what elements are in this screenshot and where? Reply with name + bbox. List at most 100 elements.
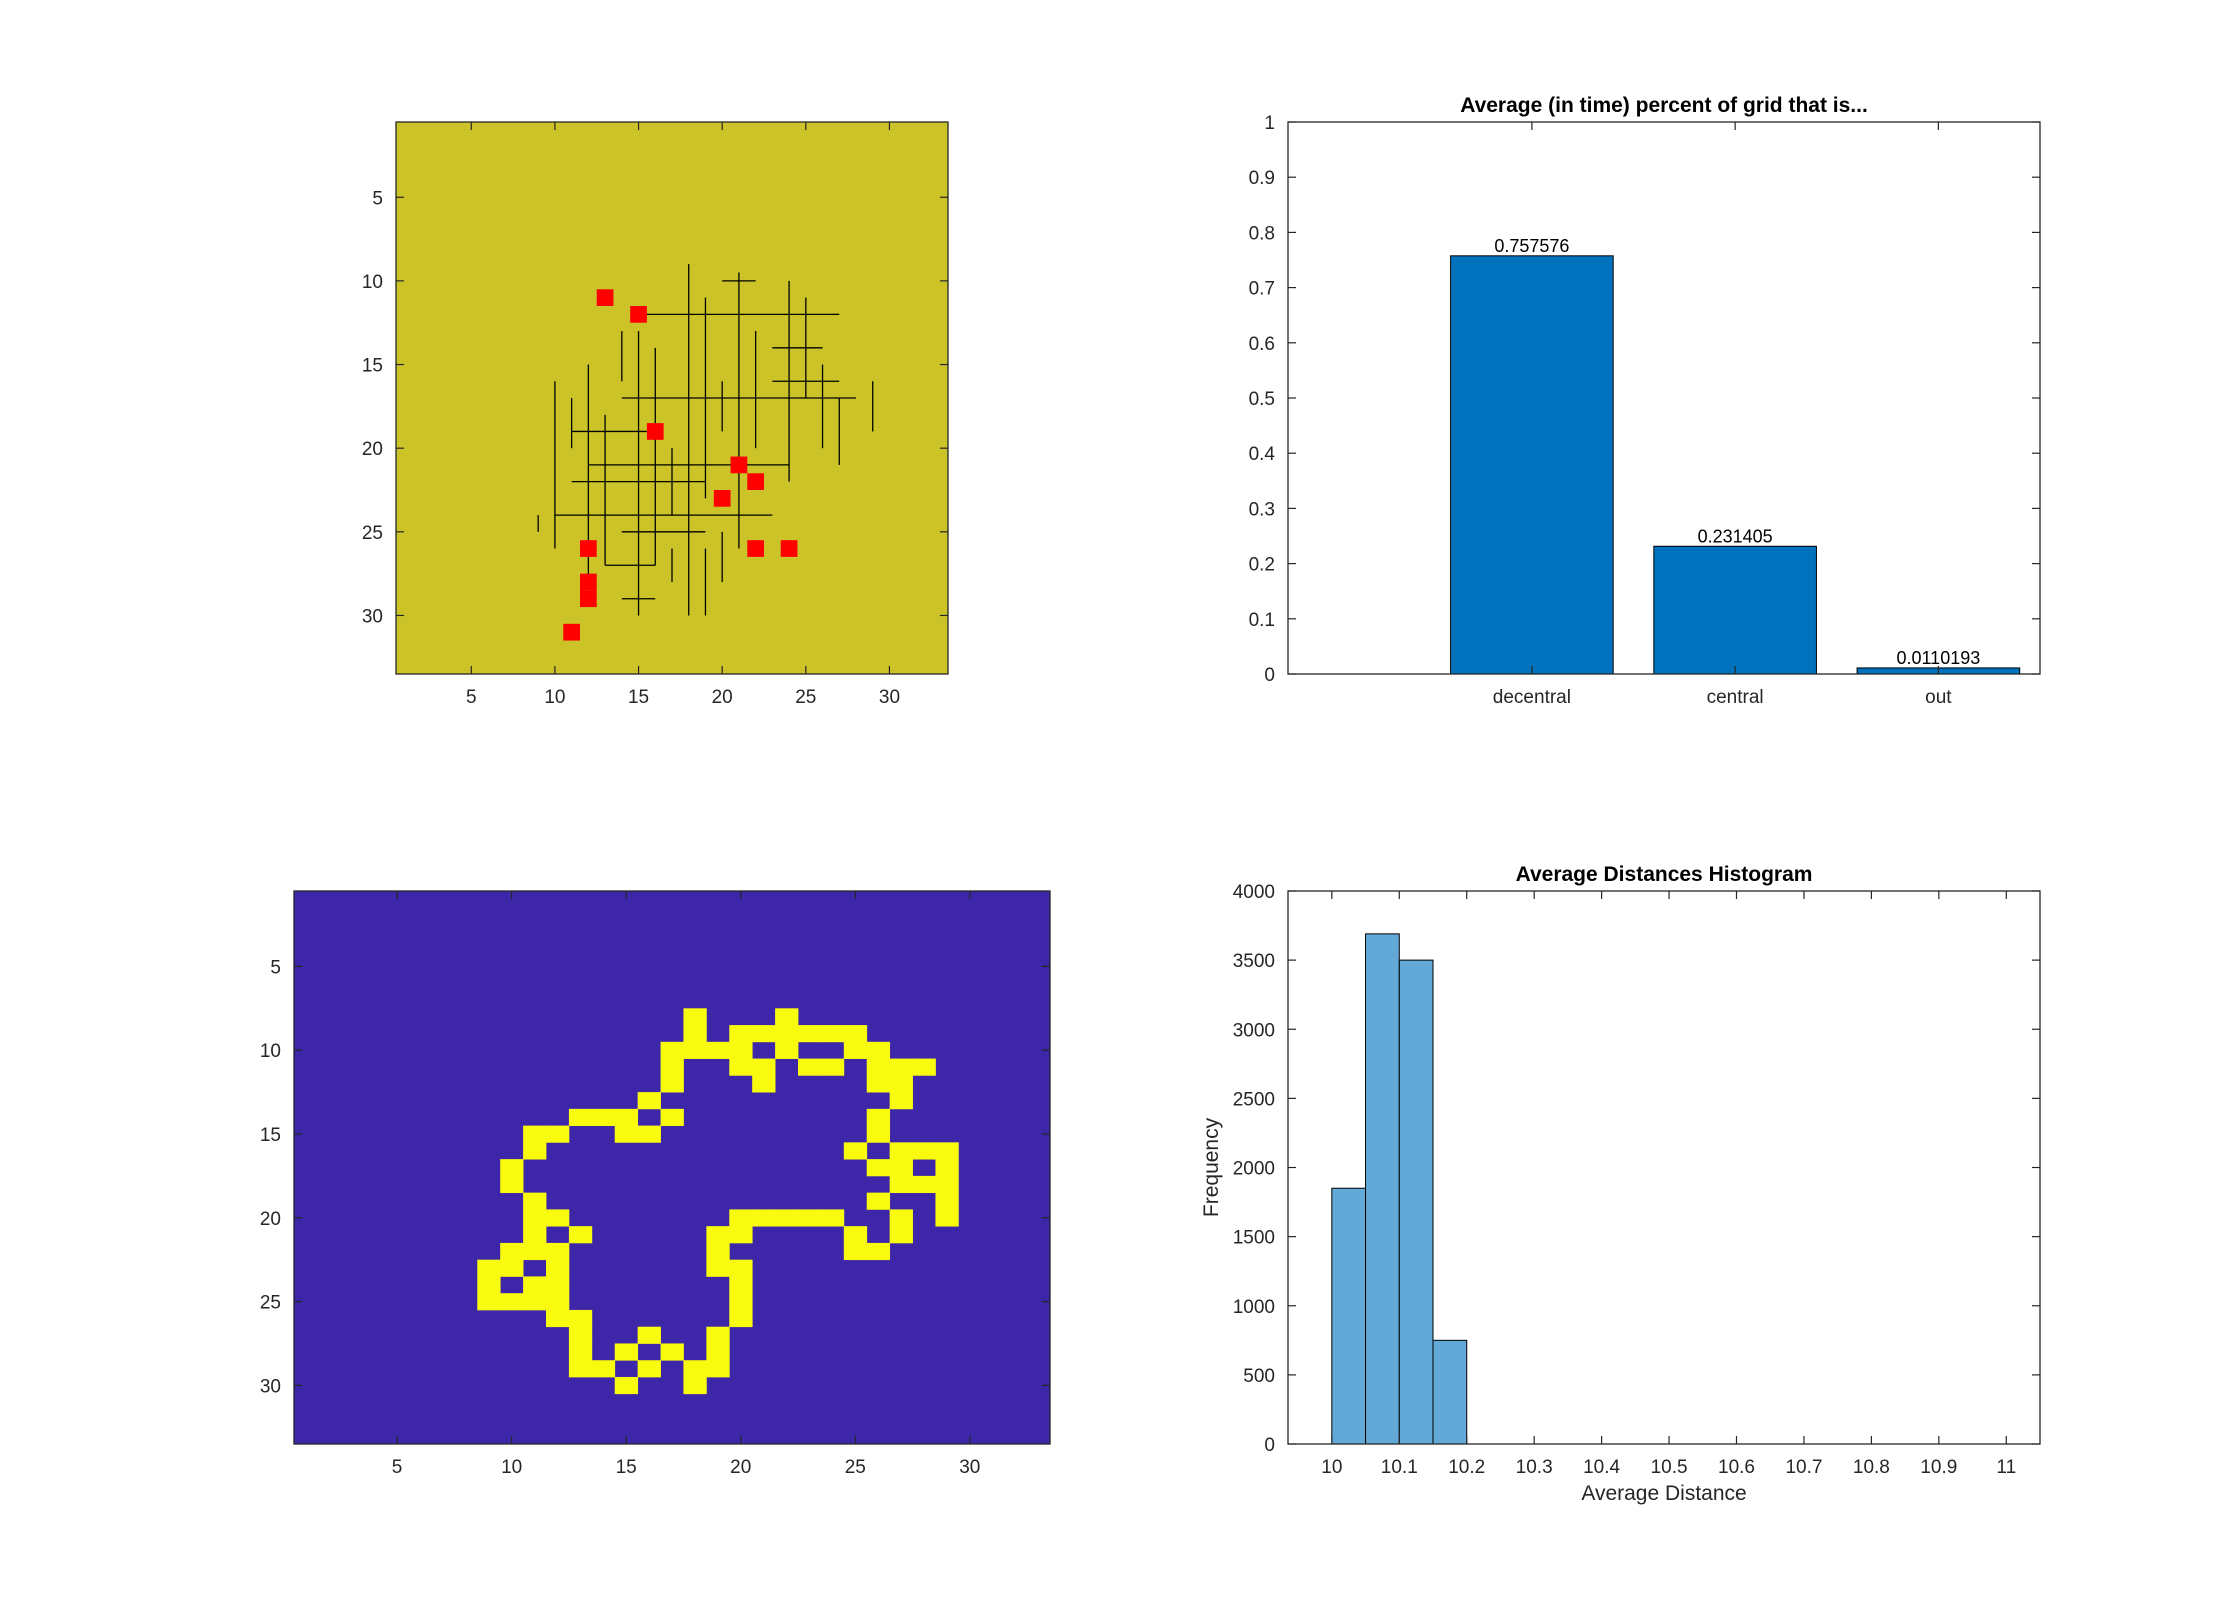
red-cell xyxy=(646,423,664,440)
yellow-cell xyxy=(637,1360,661,1378)
x-tick-label: 10.3 xyxy=(1516,1457,1553,1478)
y-tick-label: 0.7 xyxy=(1249,279,1275,300)
chart-title: Average Distances Histogram xyxy=(1516,863,1813,886)
yellow-cell xyxy=(568,1326,593,1344)
x-tick-label: 10 xyxy=(544,687,565,708)
x-tick-label: 30 xyxy=(879,687,900,708)
axes-ticks: 5 10 15 20 25 30 5 10 15 20 25 30 xyxy=(260,891,1050,1478)
yellow-cell xyxy=(889,1075,913,1093)
yellow-cell xyxy=(935,1142,959,1160)
y-tick-label: 10 xyxy=(362,272,383,293)
yellow-cell xyxy=(775,1025,799,1043)
yellow-cell xyxy=(820,1025,845,1043)
x-tick-label: 25 xyxy=(795,687,816,708)
yellow-cell xyxy=(935,1209,959,1227)
chart-title: Average (in time) percent of grid that i… xyxy=(1460,94,1868,117)
yellow-cell xyxy=(935,1159,959,1177)
yellow-cell xyxy=(568,1108,593,1127)
yellow-cell xyxy=(683,1376,707,1395)
y-tick-label: 0.8 xyxy=(1249,223,1275,244)
y-tick-label: 30 xyxy=(362,606,383,627)
red-cell xyxy=(596,289,614,306)
x-tick-label: 10.6 xyxy=(1718,1457,1755,1478)
y-tick-label: 3500 xyxy=(1233,951,1275,972)
y-tick-label: 4000 xyxy=(1233,882,1275,903)
yellow-cell xyxy=(798,1209,822,1227)
yellow-cell xyxy=(568,1343,593,1361)
yellow-cell xyxy=(568,1309,593,1328)
yellow-cell xyxy=(843,1025,868,1043)
yellow-cell xyxy=(660,1075,684,1093)
x-tick-label: 11 xyxy=(1996,1457,2016,1478)
axes-ticks: 5 10 15 20 25 30 5 10 15 20 25 30 xyxy=(362,122,948,708)
red-cells xyxy=(563,289,798,641)
yellow-cell xyxy=(683,1041,707,1059)
yellow-cell xyxy=(912,1142,936,1160)
yellow-cell xyxy=(637,1125,661,1143)
red-cell xyxy=(580,573,597,591)
y-tick-label: 500 xyxy=(1243,1366,1275,1387)
y-tick-label: 30 xyxy=(260,1376,281,1397)
bars: 0.757576 0.231405 0.0110193 xyxy=(1450,236,2021,675)
yellow-cell xyxy=(706,1326,730,1344)
red-cell xyxy=(747,540,764,557)
y-tick-label: 0.1 xyxy=(1249,610,1275,631)
yellow-cell xyxy=(866,1125,891,1143)
yellow-cell xyxy=(843,1142,868,1160)
x-tick-label: out xyxy=(1925,687,1952,708)
yellow-cell xyxy=(889,1058,913,1076)
yellow-cell xyxy=(866,1242,891,1261)
yellow-cell xyxy=(729,1309,753,1328)
x-tick-label: 10 xyxy=(1321,1457,1342,1478)
yellow-cell xyxy=(706,1259,730,1277)
yellow-cell xyxy=(706,1343,730,1361)
y-tick-label: 0.5 xyxy=(1249,389,1275,410)
yellow-cell xyxy=(683,1360,707,1378)
yellow-cell xyxy=(523,1125,547,1143)
yellow-cell xyxy=(866,1192,891,1210)
yellow-cell xyxy=(729,1025,753,1043)
yellow-cell xyxy=(935,1192,959,1210)
red-cell xyxy=(630,306,647,323)
y-tick-label: 25 xyxy=(260,1293,281,1314)
x-tick-label: 15 xyxy=(616,1457,637,1478)
red-cell xyxy=(713,490,731,507)
yellow-cell xyxy=(820,1209,845,1227)
y-tick-label: 5 xyxy=(270,957,281,978)
bar-value-label: 0.757576 xyxy=(1494,236,1569,256)
x-tick-label: 25 xyxy=(845,1457,866,1478)
yellow-cell xyxy=(935,1175,959,1194)
yellow-cell xyxy=(546,1209,570,1227)
network-grid-panel: 5 10 15 20 25 30 5 10 15 20 25 30 xyxy=(362,121,949,708)
bar-value-label: 0.0110193 xyxy=(1896,648,1980,668)
yellow-cell xyxy=(706,1242,730,1261)
y-tick-label: 5 xyxy=(372,188,383,209)
yellow-cell xyxy=(706,1360,730,1378)
y-tick-label: 0 xyxy=(1264,665,1275,686)
yellow-cell xyxy=(866,1041,891,1059)
yellow-cell xyxy=(866,1159,891,1177)
yellow-cell xyxy=(546,1276,570,1294)
yellow-cell xyxy=(614,1343,639,1361)
yellow-cell xyxy=(798,1058,822,1076)
yellow-cell xyxy=(591,1360,616,1378)
yellow-cell xyxy=(775,1008,799,1026)
yellow-cell xyxy=(660,1058,684,1076)
yellow-cell xyxy=(546,1309,570,1328)
axes-frame xyxy=(395,121,949,675)
yellow-cell xyxy=(706,1226,730,1244)
yellow-cell xyxy=(866,1108,891,1127)
red-cell xyxy=(580,590,597,608)
yellow-cell xyxy=(912,1058,936,1076)
yellow-cell xyxy=(523,1192,547,1210)
yellow-cell xyxy=(729,1293,753,1311)
yellow-cell xyxy=(729,1259,753,1277)
yellow-cell xyxy=(866,1058,891,1076)
yellow-cell xyxy=(775,1209,799,1227)
yellow-cell xyxy=(614,1108,639,1127)
axes-ticks: 10 10.1 10.2 10.3 10.4 10.5 10.6 10.7 10.8 10.9 11… xyxy=(1233,882,2040,1478)
x-tick-label: central xyxy=(1707,687,1764,708)
yellow-cell xyxy=(912,1175,936,1194)
yellow-cell xyxy=(500,1175,524,1194)
